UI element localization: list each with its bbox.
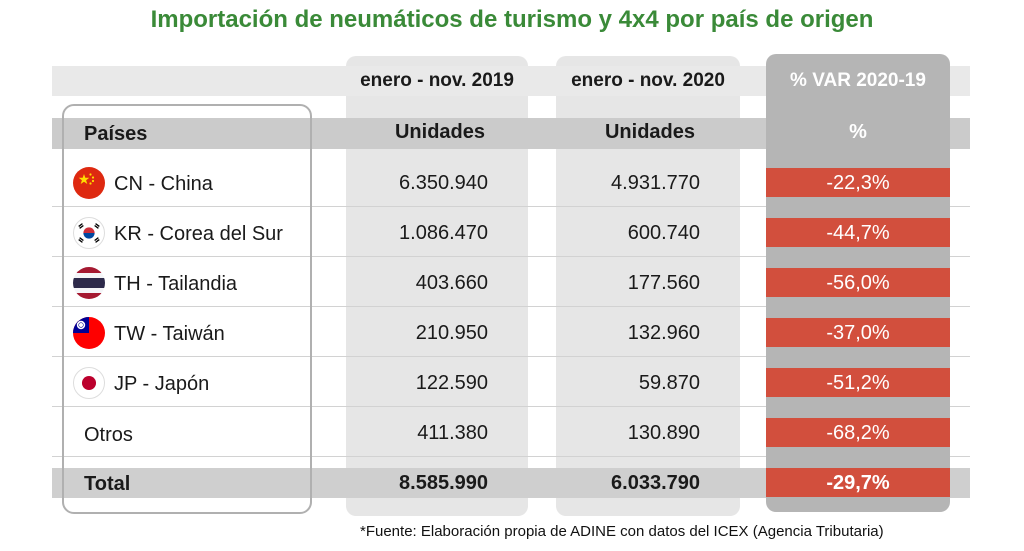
- value-2019: 6.350.940: [399, 172, 488, 194]
- source-footnote: *Fuente: Elaboración propia de ADINE con…: [360, 523, 884, 540]
- country-label: KR - Corea del Sur: [114, 223, 283, 245]
- chart-title: Importación de neumáticos de turismo y 4…: [150, 6, 874, 33]
- variation-value: -68,2%: [826, 422, 890, 444]
- country-label: TH - Tailandia: [114, 273, 238, 295]
- total-variation: -29,7%: [826, 472, 890, 494]
- variation-value: -44,7%: [826, 222, 890, 244]
- period-header-2020: enero - nov. 2020: [571, 70, 725, 91]
- period-header-variation: % VAR 2020-19: [790, 70, 926, 91]
- value-2020: 600.740: [627, 222, 700, 244]
- value-2020: 59.870: [638, 372, 700, 394]
- variation-cell-background: [766, 468, 950, 497]
- variation-cell-background: [766, 168, 950, 197]
- total-value-2019: 8.585.990: [399, 472, 488, 494]
- china-flag-icon: [73, 167, 105, 199]
- row-divider: [52, 356, 970, 357]
- country-label: JP - Japón: [114, 373, 210, 395]
- total-value-2020: 6.033.790: [611, 472, 700, 494]
- total-label: Total: [84, 473, 131, 495]
- value-2020: 177.560: [627, 272, 700, 294]
- value-2019: 411.380: [417, 422, 488, 444]
- variation-value: -56,0%: [826, 272, 890, 294]
- value-2020: 132.960: [627, 322, 700, 344]
- row-divider: [52, 456, 970, 457]
- variation-cell-background: [766, 318, 950, 347]
- value-2019: 1.086.470: [399, 222, 488, 244]
- countries-header: Países: [84, 123, 148, 145]
- row-divider: [52, 406, 970, 407]
- value-2020: 130.890: [627, 422, 700, 444]
- variation-cell-background: [766, 368, 950, 397]
- variation-value: -22,3%: [826, 172, 890, 194]
- south-korea-flag-icon: [73, 217, 105, 249]
- value-2019: 122.590: [415, 372, 488, 394]
- value-2019: 210.950: [415, 322, 488, 344]
- row-divider: [52, 256, 970, 257]
- units-header-2019: Unidades: [394, 121, 486, 143]
- variation-header: %: [849, 121, 867, 143]
- variation-cell-background: [766, 268, 950, 297]
- japan-flag-icon: [73, 367, 105, 399]
- country-label: TW - Taiwán: [114, 323, 225, 345]
- country-label: CN - China: [114, 173, 213, 195]
- countries-column-frame: [62, 104, 312, 514]
- variation-cell-background: [766, 218, 950, 247]
- variation-cell-background: [766, 418, 950, 447]
- row-divider: [52, 206, 970, 207]
- thailand-flag-icon: [73, 267, 105, 299]
- units-header-2020: Unidades: [604, 121, 696, 143]
- taiwan-flag-icon: [73, 317, 105, 349]
- variation-value: -51,2%: [826, 372, 890, 394]
- row-divider: [52, 306, 970, 307]
- country-label: Otros: [84, 424, 133, 446]
- value-2019: 403.660: [415, 272, 488, 294]
- value-2020: 4.931.770: [611, 172, 700, 194]
- variation-value: -37,0%: [826, 322, 890, 344]
- period-header-2019: enero - nov. 2019: [360, 70, 514, 91]
